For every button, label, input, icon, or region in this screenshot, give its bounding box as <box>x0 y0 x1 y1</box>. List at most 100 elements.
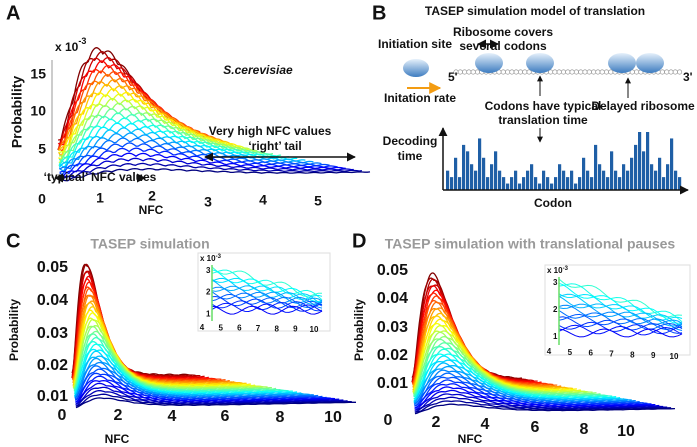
codon <box>509 69 515 75</box>
panel-c-curves <box>71 263 356 409</box>
inset-x-tick-label: 8 <box>274 324 279 333</box>
bar <box>550 183 554 190</box>
codon <box>603 69 609 75</box>
y-tick-label: 0.05 <box>37 259 68 276</box>
bar <box>470 164 474 190</box>
bar <box>542 170 546 190</box>
bar <box>574 183 578 190</box>
x-tick-label: 10 <box>324 409 342 426</box>
inset-curve <box>211 279 323 305</box>
bar <box>634 144 638 190</box>
exponent: x 10-3 <box>55 36 86 54</box>
bar <box>610 151 614 190</box>
inset-frame <box>197 252 331 332</box>
codon <box>608 69 614 75</box>
inset-curve <box>558 313 683 330</box>
bar <box>586 170 590 190</box>
inset-curve <box>558 278 683 318</box>
inset-curve <box>211 293 323 309</box>
bar <box>502 177 506 190</box>
curve <box>413 365 632 405</box>
panel-title: TASEP simulation model of translation <box>425 4 645 18</box>
inset-curve <box>211 266 323 297</box>
inset-curve <box>211 277 323 306</box>
inset-curve <box>211 302 323 313</box>
inset-y-tick-label: 2 <box>206 288 211 297</box>
codon <box>556 69 562 75</box>
bar <box>678 177 682 190</box>
codon <box>526 69 532 75</box>
bar <box>590 177 594 190</box>
x-tick-label: 6 <box>531 419 540 436</box>
bar <box>450 177 454 190</box>
inset-x-tick-label: 9 <box>651 351 656 360</box>
inset-y-tick-label: 1 <box>553 332 558 341</box>
x-tick-label: 2 <box>432 414 441 431</box>
curve <box>72 309 251 387</box>
curve <box>73 337 285 395</box>
ribosome <box>403 59 429 77</box>
inset-curve <box>558 304 683 331</box>
codon <box>552 69 558 75</box>
bar <box>570 170 574 190</box>
panel-label: C <box>6 230 20 252</box>
annotation: ‘right’ tail <box>248 139 301 153</box>
decoding-bars <box>446 132 682 190</box>
inset-curve <box>558 324 683 336</box>
codon <box>591 69 597 75</box>
inset-x-tick-label: 5 <box>568 348 573 357</box>
codon <box>462 69 468 75</box>
ribosome <box>636 53 664 73</box>
inset-x-tick-label: 6 <box>588 349 593 358</box>
bar <box>630 157 634 190</box>
inset-x-tick-label: 7 <box>609 350 614 359</box>
y-tick-label: 5 <box>38 141 46 157</box>
bar <box>538 183 542 190</box>
y-tick-label: 0.02 <box>37 357 68 374</box>
bar <box>466 151 470 190</box>
bar <box>546 177 550 190</box>
codon <box>522 69 528 75</box>
bar <box>602 170 606 190</box>
bar <box>494 151 498 190</box>
inset-y-tick-label: 3 <box>553 278 558 287</box>
x-tick-label: 0 <box>38 191 46 207</box>
x-tick-label: 4 <box>481 416 490 433</box>
bar <box>522 177 526 190</box>
codon <box>457 69 463 75</box>
bar <box>462 144 466 190</box>
curve <box>74 372 327 401</box>
bar <box>654 170 658 190</box>
bar <box>658 157 662 190</box>
mrna <box>453 69 683 75</box>
bar <box>498 170 502 190</box>
x-tick-label: 1 <box>96 190 104 206</box>
panel-label: B <box>372 2 386 24</box>
curve <box>413 372 640 406</box>
curve <box>412 335 597 395</box>
y-axis-label: Decoding <box>383 134 438 148</box>
inset-exponent: x 10-3 <box>200 254 222 264</box>
inset-curve <box>211 300 323 312</box>
codon <box>505 69 511 75</box>
bar <box>478 138 482 190</box>
x-tick-label: 0 <box>384 412 393 429</box>
exponent-base: x 10 <box>55 40 79 54</box>
codon <box>634 69 640 75</box>
inset-x-tick-label: 7 <box>256 324 261 333</box>
panel-d-curves <box>411 272 676 415</box>
curve <box>413 353 617 402</box>
exponent-power: -3 <box>78 36 86 46</box>
codon <box>664 69 670 75</box>
x-axis-label: NFC <box>458 432 483 446</box>
bar <box>454 157 458 190</box>
ribosome <box>608 53 636 73</box>
codon <box>586 69 592 75</box>
y-tick-label: 15 <box>30 66 46 82</box>
five-prime: 5' <box>448 70 458 84</box>
inset-curve <box>211 291 323 309</box>
inset-x-tick-label: 4 <box>547 347 552 356</box>
annotation: Initiation site <box>378 37 452 51</box>
bar <box>650 164 654 190</box>
